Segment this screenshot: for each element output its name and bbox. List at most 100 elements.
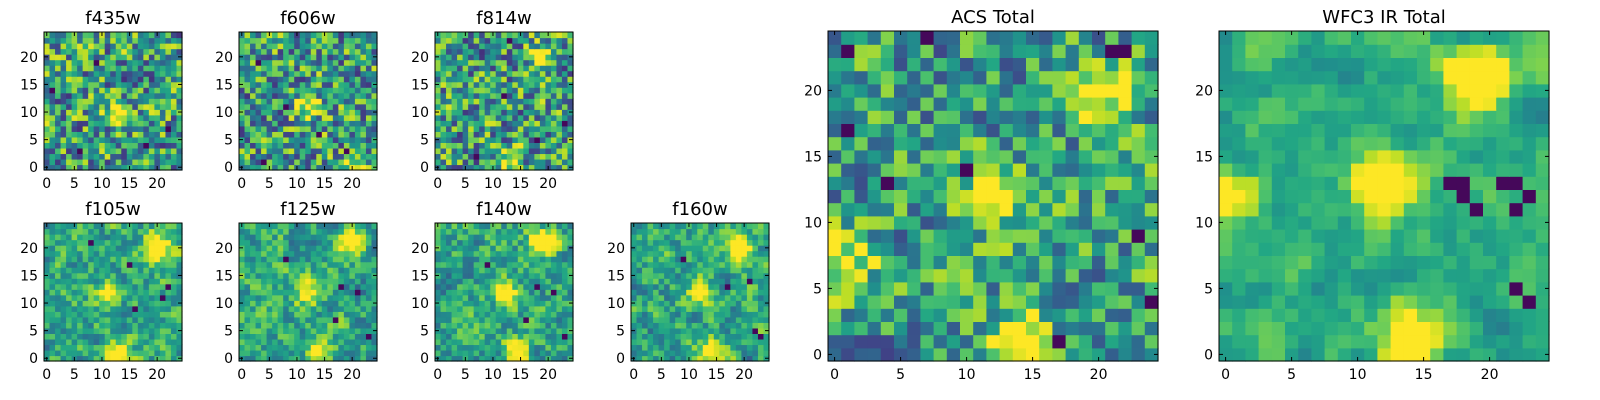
heatmap-cell bbox=[244, 98, 251, 105]
heatmap-cell bbox=[686, 327, 693, 334]
heatmap-cell bbox=[512, 32, 519, 39]
heatmap-cell bbox=[66, 125, 73, 132]
heatmap-cell bbox=[88, 234, 95, 241]
heatmap-cell bbox=[99, 311, 106, 318]
heatmap-cell bbox=[288, 164, 295, 171]
heatmap-cell bbox=[479, 283, 486, 290]
heatmap-cell bbox=[60, 103, 67, 110]
heatmap-cell bbox=[343, 70, 350, 77]
heatmap-cell bbox=[1118, 242, 1133, 256]
heatmap-cell bbox=[137, 142, 144, 149]
heatmap-cell bbox=[354, 261, 362, 268]
heatmap-cell bbox=[277, 245, 284, 252]
heatmap-cell bbox=[239, 153, 246, 160]
heatmap-cell bbox=[730, 300, 737, 307]
heatmap-cell bbox=[283, 98, 290, 105]
heatmap-cell bbox=[104, 333, 111, 340]
heatmap-cell bbox=[451, 289, 458, 296]
x-tick-label: 0 bbox=[42, 367, 51, 383]
heatmap-cell bbox=[490, 153, 497, 160]
heatmap-cell bbox=[534, 239, 541, 246]
heatmap-cell bbox=[165, 65, 172, 72]
heatmap-cell bbox=[1065, 176, 1080, 190]
heatmap-cell bbox=[327, 338, 334, 346]
heatmap-cell bbox=[468, 256, 475, 263]
heatmap-cell bbox=[506, 316, 513, 323]
heatmap-cell bbox=[479, 142, 486, 149]
heatmap-cell bbox=[440, 239, 447, 246]
heatmap-cell bbox=[239, 70, 246, 77]
heatmap-cell bbox=[250, 250, 257, 257]
heatmap-cell bbox=[556, 136, 563, 143]
heatmap-cell bbox=[741, 333, 748, 340]
heatmap-cell bbox=[440, 120, 447, 127]
heatmap-cell bbox=[170, 267, 178, 274]
heatmap-cell bbox=[349, 305, 356, 312]
heatmap-cell bbox=[44, 338, 51, 346]
heatmap-cell bbox=[506, 65, 513, 72]
heatmap-cell bbox=[561, 355, 569, 362]
heatmap-cell bbox=[288, 70, 295, 77]
heatmap-cell bbox=[277, 289, 284, 296]
heatmap-cell bbox=[170, 37, 178, 44]
heatmap-cell bbox=[283, 131, 290, 138]
heatmap-cell bbox=[653, 228, 660, 235]
heatmap-cell bbox=[371, 87, 378, 94]
heatmap-cell bbox=[305, 70, 312, 77]
heatmap-cell bbox=[675, 250, 682, 257]
heatmap-cell bbox=[713, 305, 720, 312]
heatmap-cell bbox=[272, 283, 279, 290]
heatmap-cell bbox=[647, 322, 654, 329]
heatmap-cell bbox=[440, 294, 447, 301]
heatmap-cell bbox=[880, 347, 895, 362]
heatmap-cell bbox=[283, 109, 290, 116]
heatmap-cell bbox=[321, 278, 328, 285]
y-tick-label: 5 bbox=[224, 324, 233, 340]
heatmap-cell bbox=[310, 54, 317, 61]
heatmap-cell bbox=[462, 59, 469, 66]
heatmap-cell bbox=[451, 32, 458, 39]
y-tick-label: 15 bbox=[20, 268, 38, 284]
heatmap-cell bbox=[294, 344, 301, 351]
heatmap-cell bbox=[93, 294, 100, 301]
heatmap-cell bbox=[283, 114, 290, 121]
heatmap-cell bbox=[132, 114, 139, 121]
heatmap-cell bbox=[338, 103, 345, 110]
heatmap-cell bbox=[277, 311, 284, 318]
heatmap-cell bbox=[365, 223, 373, 230]
heatmap-cell bbox=[294, 59, 301, 66]
heatmap-cell bbox=[104, 311, 111, 318]
heatmap-cell bbox=[71, 234, 78, 241]
heatmap-cell bbox=[71, 267, 78, 274]
heatmap-cell bbox=[148, 164, 155, 171]
heatmap-cell bbox=[1026, 334, 1040, 349]
heatmap-cell bbox=[110, 322, 117, 329]
heatmap-cell bbox=[110, 333, 117, 340]
heatmap-cell bbox=[126, 283, 133, 290]
heatmap-cell bbox=[110, 65, 117, 72]
heatmap-cell bbox=[495, 76, 502, 83]
heatmap-cell bbox=[299, 256, 306, 263]
heatmap-cell bbox=[137, 272, 144, 279]
heatmap-cell bbox=[71, 131, 78, 138]
heatmap-cell bbox=[468, 311, 475, 318]
heatmap-cell bbox=[159, 256, 167, 263]
heatmap-cell bbox=[435, 70, 442, 77]
heatmap-cell bbox=[545, 76, 552, 83]
heatmap-cell bbox=[702, 305, 709, 312]
heatmap-cell bbox=[746, 311, 754, 318]
heatmap-cell bbox=[457, 98, 464, 105]
heatmap-cell bbox=[294, 70, 301, 77]
heatmap-cell bbox=[506, 333, 513, 340]
heatmap-cell bbox=[272, 239, 279, 246]
heatmap-cell bbox=[534, 289, 541, 296]
heatmap-cell bbox=[99, 109, 106, 116]
heatmap-cell bbox=[539, 311, 546, 318]
heatmap-cell bbox=[479, 120, 486, 127]
heatmap-cell bbox=[490, 333, 497, 340]
heatmap-cell bbox=[512, 147, 519, 155]
heatmap-cell bbox=[165, 37, 172, 44]
heatmap-cell bbox=[165, 114, 172, 121]
heatmap-cell bbox=[1012, 268, 1027, 283]
heatmap-cell bbox=[49, 333, 56, 340]
